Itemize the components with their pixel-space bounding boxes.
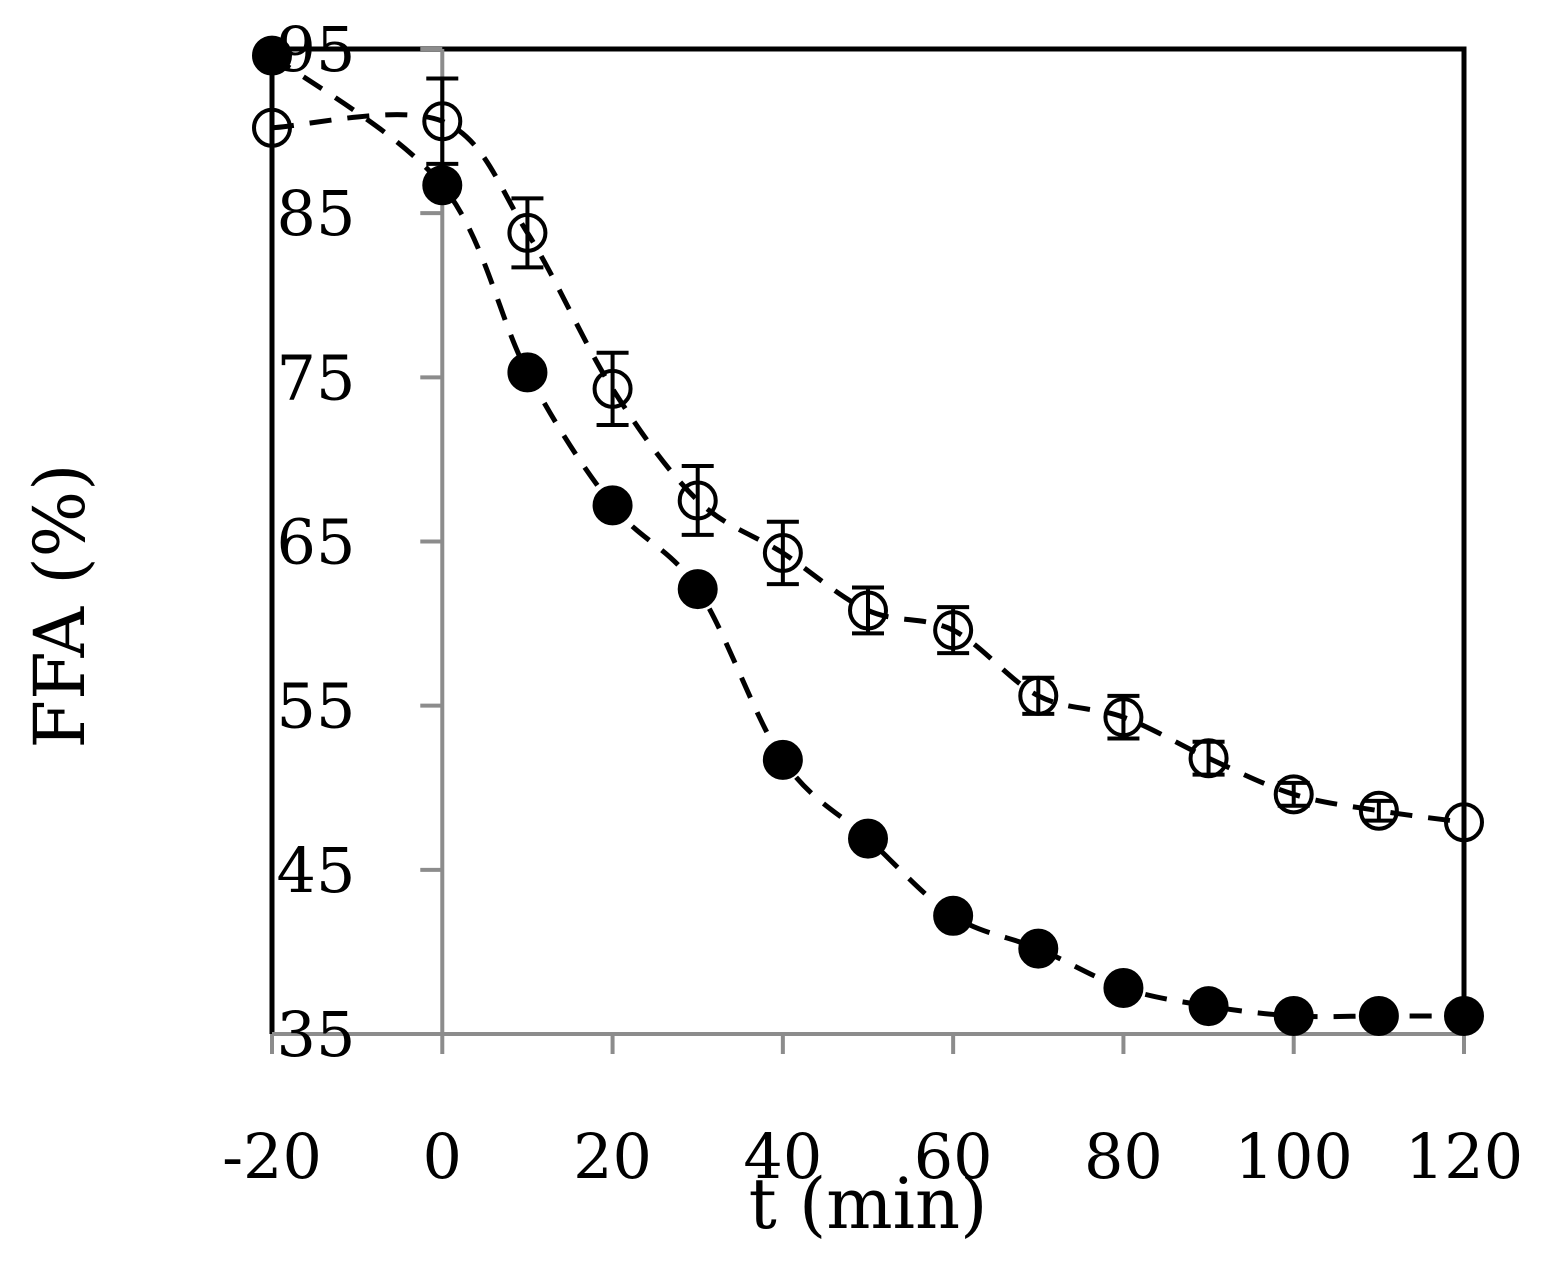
y-tick-label: 35 [277, 998, 356, 1071]
y-tick-label: 85 [277, 177, 356, 250]
axes [270, 47, 1466, 1054]
x-tick-label: 100 [1235, 1120, 1353, 1193]
open-point [422, 101, 463, 142]
filled-point [1273, 995, 1314, 1036]
open-point [1188, 738, 1229, 779]
filled-point [592, 485, 633, 526]
plot-border [269, 46, 1467, 1034]
plot-frame [269, 46, 1467, 1034]
open-point [1273, 774, 1314, 815]
x-tick-label: 80 [1084, 1120, 1163, 1193]
open-point [252, 107, 292, 148]
x-tick-label: 60 [914, 1120, 993, 1193]
x-axis-title: t (min) [749, 1163, 988, 1245]
filled-point [762, 739, 803, 780]
x-tick-label: 120 [1405, 1120, 1523, 1193]
open-point [1103, 697, 1144, 738]
open-point [592, 368, 633, 409]
y-tick-label: 55 [277, 670, 356, 743]
y-axis-title: FFA (%) [19, 464, 101, 749]
y-tick-label: 65 [277, 506, 356, 579]
filled-point [1358, 995, 1399, 1036]
filled-point [507, 352, 548, 393]
y-tick-label: 45 [277, 834, 356, 907]
open-point [848, 590, 888, 631]
open-point [1358, 790, 1399, 831]
filled-point [1018, 928, 1059, 969]
filled-point [1103, 968, 1144, 1009]
x-tick-label: 0 [423, 1120, 462, 1193]
x-tick-label: 20 [573, 1120, 652, 1193]
open-point [507, 212, 548, 253]
filled-point [848, 818, 888, 859]
open-point [933, 610, 974, 651]
filled-point [1444, 995, 1484, 1036]
filled-point [422, 165, 463, 206]
open-point [1444, 802, 1484, 843]
filled-point [1188, 986, 1229, 1027]
open-point [677, 480, 718, 521]
x-tick-label: 40 [743, 1120, 822, 1193]
filled-point [933, 895, 974, 936]
filled-point [252, 35, 292, 76]
open-point [762, 532, 803, 573]
y-tick-label: 75 [277, 341, 356, 414]
series-1 [252, 76, 1484, 843]
filled-point [677, 569, 718, 610]
x-tick-label: -20 [222, 1120, 322, 1193]
open-point [1018, 675, 1059, 716]
series-layer [252, 35, 1484, 1036]
series-line [271, 112, 1465, 825]
series-2 [252, 35, 1484, 1036]
